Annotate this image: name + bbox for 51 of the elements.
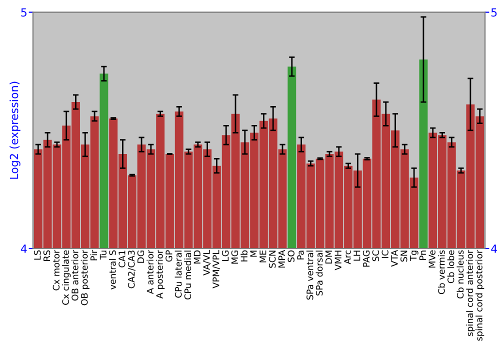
x-tick-label: MVe — [428, 250, 436, 268]
x-tick-label: OB posterior — [80, 250, 90, 306]
x-tick-label: Tg — [410, 250, 418, 261]
y2-tick-label: 4 — [491, 244, 497, 253]
x-tick-label: CA2/CA3 — [128, 250, 136, 288]
x-tick-label: SC — [372, 250, 380, 262]
x-tick-label: MPA — [278, 250, 285, 268]
y2-tick-label: 5 — [491, 8, 497, 17]
x-tick-label: VPM/VPL — [212, 250, 220, 288]
x-tick-label: Cb vermis — [438, 250, 445, 294]
x-tick-label: CPu lateral — [174, 250, 182, 298]
x-tick-label: spinal cord posterior — [476, 250, 484, 341]
x-tick-label: VTA — [391, 250, 398, 267]
x-tick-label: PAG — [362, 250, 370, 267]
x-tick-label: DG — [137, 250, 144, 263]
x-tick-label: DM — [325, 250, 332, 264]
x-tick-label: Cb nucleus — [456, 250, 464, 298]
x-tick-label: ME — [260, 250, 266, 262]
x-tick-label: VA/VL — [203, 250, 211, 276]
x-tick-label: CA1 — [118, 250, 126, 268]
x-tick-label: Pa — [297, 250, 304, 260]
x-tick-label: Cx motor — [52, 250, 60, 290]
x-tick-label: Pir — [90, 250, 98, 260]
x-tick-label: OB anterior — [71, 250, 78, 301]
x-tick-label: spinal cord anterior — [466, 250, 475, 336]
x-tick-label: SPa ventral — [306, 250, 314, 300]
x-tick-label: Pn — [419, 250, 426, 260]
x-tick-label: Cx cingulate — [62, 250, 71, 305]
x-tick-label: LH — [354, 250, 360, 261]
y-axis-title: Log2 (expression) — [10, 82, 20, 179]
x-tick-label: MG — [231, 250, 238, 264]
x-tick-label: Arc — [344, 250, 351, 264]
x-tick-label: A anterior — [146, 250, 154, 294]
x-tick-label: M — [250, 250, 257, 257]
x-tick-label: Tu — [100, 250, 107, 260]
x-tick-label: Cb lobe — [447, 250, 454, 284]
x-tick-label: CPu medial — [184, 250, 192, 300]
x-tick-label: VMH — [334, 250, 342, 270]
x-tick-label: SN — [400, 250, 408, 262]
x-tick-label: Hb — [240, 250, 248, 262]
x-tick-label: SCN — [268, 250, 276, 268]
x-tick-label: IC — [382, 250, 388, 258]
x-tick-label: SO — [288, 250, 294, 262]
x-tick-label: LS — [34, 250, 41, 260]
x-tick-label: MD — [194, 250, 200, 264]
x-tick-label: GP — [166, 250, 172, 262]
x-tick-label: A posterior — [156, 250, 165, 299]
x-tick-label: SPa dorsal — [316, 250, 323, 296]
x-tick-label: LG — [222, 250, 229, 261]
x-tick-label: ventral S — [109, 250, 116, 290]
x-tick-label: RS — [43, 250, 50, 261]
